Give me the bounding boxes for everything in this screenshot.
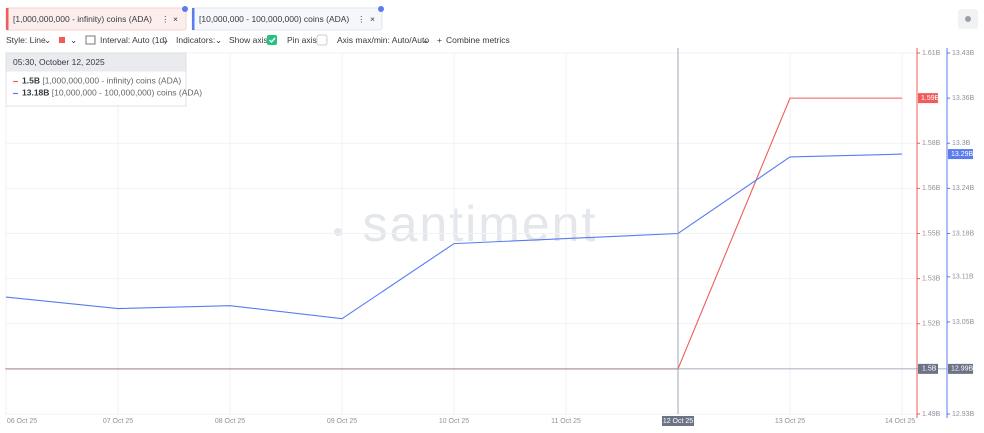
- style-select[interactable]: Style: Line: [6, 35, 46, 45]
- tab-close[interactable]: ×: [370, 14, 375, 24]
- chevron: ⌄: [44, 35, 51, 45]
- x-tick-label: 14 Oct 25: [885, 418, 915, 425]
- pin-axis-label[interactable]: Pin axis: [287, 35, 317, 45]
- combine-metrics[interactable]: Combine metrics: [446, 35, 510, 45]
- y-tick-label: 1.61B: [922, 50, 941, 57]
- x-tick-label: 07 Oct 25: [103, 418, 133, 425]
- last-value-label: 1.59B: [921, 95, 940, 102]
- tooltip-row: 13.18B [10,000,000 - 100,000,000) coins …: [22, 88, 202, 98]
- y-tick-label: 1.53B: [922, 275, 941, 282]
- x-tick-label: 09 Oct 25: [327, 418, 357, 425]
- watermark-dot: [334, 228, 342, 236]
- y-tick-label: 1.55B: [922, 230, 941, 237]
- tooltip-row: 1.5B [1,000,000,000 - infinity) coins (A…: [22, 76, 181, 86]
- plot-area: santiment 1.49B 1.52B 1.53B 1.55B 1.56B 1.58B 1…: [5, 48, 975, 426]
- last-value-badge: [918, 93, 938, 104]
- x-tick-label: 08 Oct 25: [215, 418, 245, 425]
- x-tick-label: 13 Oct 25: [775, 418, 805, 425]
- y2-tick-label: 13.43B: [952, 50, 975, 57]
- show-axis-label[interactable]: Show axis: [229, 35, 268, 45]
- y2-tick-label: 13.24B: [952, 185, 975, 192]
- x-tick-label: 06 Oct 25: [7, 418, 37, 425]
- tooltip: 05:30, October 12, 2025 1.5B [1,000,000,…: [5, 52, 202, 107]
- tooltip-value: 13.18B: [22, 88, 49, 98]
- plus-icon: +: [437, 35, 442, 45]
- x-tick-label: 10 Oct 25: [439, 418, 469, 425]
- calendar-icon: [85, 35, 96, 45]
- tooltip-value: 1.5B: [22, 76, 40, 86]
- crosshair-x-label: 12 Oct 25: [663, 418, 693, 425]
- y-tick-label: 1.52B: [922, 321, 941, 328]
- tab-label[interactable]: [1,000,000,000 - infinity) coins (ADA): [13, 14, 152, 24]
- x-tick-label: 11 Oct 25: [551, 418, 581, 425]
- tab-settings[interactable]: [182, 6, 188, 12]
- y-tick-label: 1.56B: [922, 185, 941, 192]
- tooltip-name: [1,000,000,000 - infinity) coins (ADA): [42, 76, 181, 86]
- tooltip-header: [6, 53, 186, 72]
- y2-tick-label: 13.05B: [952, 319, 975, 326]
- color-picker[interactable]: [59, 37, 65, 43]
- chevron: ⌄: [422, 35, 429, 45]
- y2-tick-label: 12.93B: [952, 411, 975, 418]
- tab-menu[interactable]: ⋮: [161, 14, 170, 24]
- watermark: santiment: [363, 196, 598, 252]
- tab-label[interactable]: [10,000,000 - 100,000,000) coins (ADA): [199, 14, 349, 24]
- last-value-badge: [948, 149, 973, 160]
- crosshair-y-label: 1.5B: [922, 366, 937, 373]
- crosshair-y2-badge: [948, 363, 973, 374]
- y2-tick-label: 13.3B: [952, 140, 971, 147]
- pin-axis-checkbox[interactable]: [316, 34, 328, 46]
- y2-tick-label: 13.18B: [952, 230, 975, 237]
- show-axis-checkbox[interactable]: [267, 35, 277, 45]
- crosshair-y2-label: 12.99B: [951, 366, 974, 373]
- tab-close[interactable]: ×: [173, 14, 178, 24]
- y-tick-label: 1.58B: [922, 140, 941, 147]
- y2-tick-label: 13.36B: [952, 95, 975, 102]
- tooltip-name: [10,000,000 - 100,000,000) coins (ADA): [52, 88, 202, 98]
- tab-settings[interactable]: [378, 6, 384, 12]
- chevron: ⌄: [215, 35, 222, 45]
- chevron: ⌄: [162, 35, 169, 45]
- y-tick-label: 1.49B: [922, 411, 941, 418]
- axis-max-min-select[interactable]: Axis max/min: Auto/Auto: [337, 35, 429, 45]
- crosshair-x-badge: [662, 416, 694, 426]
- tab-color: [192, 8, 195, 30]
- tooltip-date: 05:30, October 12, 2025: [13, 57, 105, 67]
- series-line: [5, 153, 903, 320]
- crosshair-y-badge: [918, 363, 938, 374]
- interval-select[interactable]: Interval: Auto (1d): [100, 35, 167, 45]
- settings-icon: [965, 16, 971, 22]
- tab-menu[interactable]: ⋮: [357, 14, 366, 24]
- check-mark: [269, 37, 276, 44]
- chevron: ⌄: [70, 35, 77, 45]
- indicators-select[interactable]: Indicators:: [176, 35, 215, 45]
- tab-color: [6, 8, 9, 30]
- y2-tick-label: 13.11B: [952, 274, 974, 281]
- last-value-label: 13.29B: [951, 151, 974, 158]
